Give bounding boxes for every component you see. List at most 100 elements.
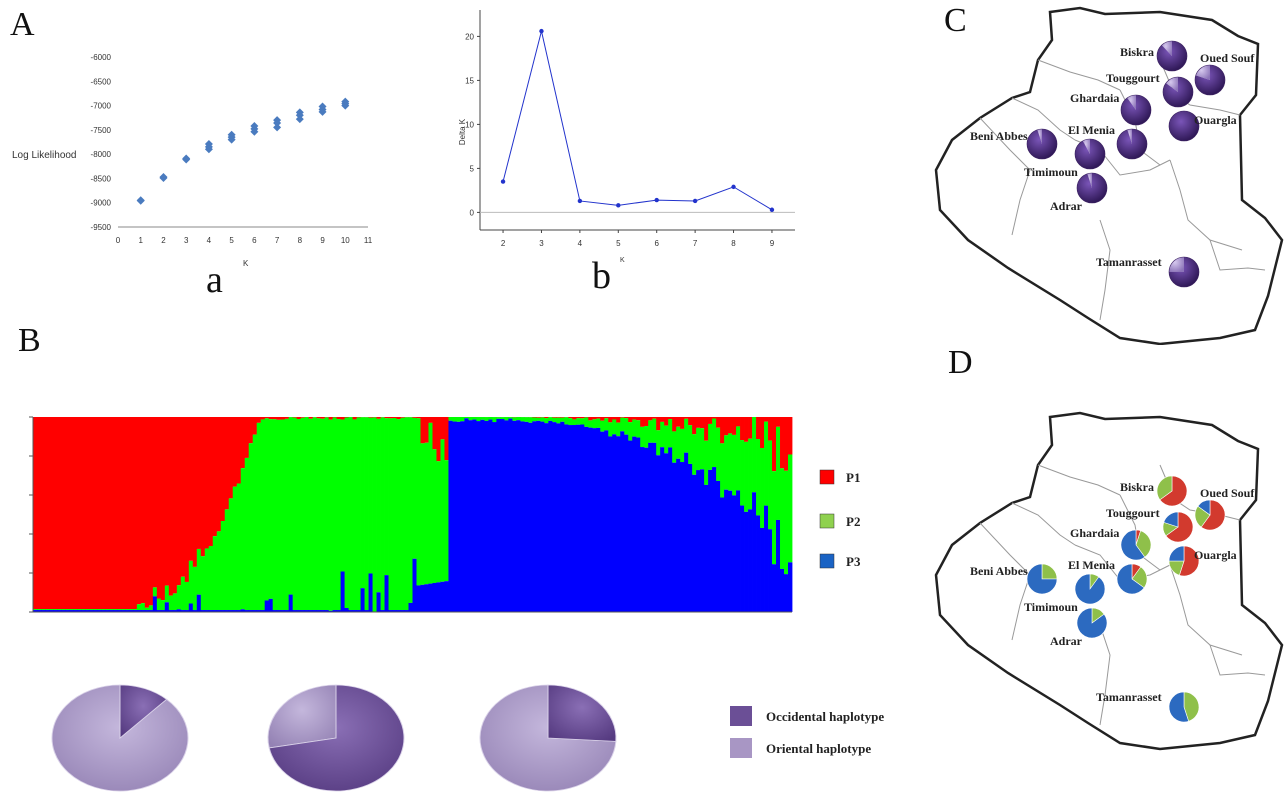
structure-bar-segment (580, 417, 585, 419)
legend-label-p2: P2 (846, 514, 860, 529)
structure-bar-segment (656, 417, 661, 431)
structure-bar-segment (672, 417, 677, 432)
deltak-x-tick-label: 9 (770, 239, 775, 248)
structure-bar-segment (376, 417, 381, 419)
deltak-point (577, 198, 583, 204)
structure-bar-segment (704, 440, 709, 485)
structure-bar-segment (708, 469, 713, 612)
map-c-label: Ghardaia (1070, 91, 1119, 105)
structure-bar-segment (412, 558, 417, 612)
oriental-slice (1169, 257, 1184, 272)
structure-bar-segment (88, 610, 94, 612)
structure-bar-segment (424, 584, 429, 612)
structure-bar-segment (312, 417, 318, 611)
structure-bar-segment (48, 610, 54, 612)
structure-bar-segment (336, 417, 341, 420)
structure-bar-segment (676, 426, 681, 459)
structure-bar-segment (408, 602, 413, 612)
loglik-x-tick-label: 11 (364, 236, 373, 245)
loglik-x-tick-label: 10 (341, 236, 350, 245)
structure-bar-segment (392, 610, 397, 612)
structure-bar-segment (76, 609, 82, 611)
structure-bar-segment (516, 417, 521, 421)
structure-bar-segment (524, 417, 529, 422)
structure-bar-segment (144, 417, 150, 608)
structure-bar-segment (288, 594, 294, 612)
structure-bar-segment (400, 417, 405, 418)
structure-bar-segment (300, 417, 306, 611)
structure-bar-segment (744, 417, 749, 442)
structure-bar-segment (172, 417, 178, 594)
oriental-slice (1087, 173, 1092, 188)
structure-bar-segment (272, 419, 278, 611)
structure-bar-segment (412, 417, 417, 559)
structure-bar-segment (640, 426, 645, 448)
structure-bar-segment (404, 417, 409, 611)
structure-bar-segment (120, 417, 126, 610)
structure-bar-segment (652, 442, 657, 612)
map-d-pie (1194, 499, 1226, 531)
structure-bar-segment (236, 417, 242, 484)
structure-bar-segment (336, 610, 341, 612)
structure-bar-segment (68, 609, 74, 611)
structure-bar-segment (628, 422, 633, 441)
structure-bar-segment (760, 447, 765, 528)
structure-bar-segment (228, 417, 234, 499)
structure-bar-segment (592, 428, 597, 612)
structure-bar-segment (252, 434, 258, 611)
pie-rim (1194, 64, 1226, 96)
oriental-slice (1161, 41, 1172, 56)
structure-bar-segment (460, 417, 465, 422)
loglik-point (341, 101, 350, 110)
map-d-pie (1156, 475, 1188, 507)
structure-bar-segment (364, 610, 369, 612)
structure-bar-segment (104, 609, 110, 611)
structure-bar-segment (664, 417, 669, 426)
structure-bar-segment (464, 417, 469, 419)
deltak-x-tick-label: 5 (616, 239, 621, 248)
legend-label-oriental: Oriental haplotype (766, 741, 871, 756)
structure-legend: P1 P2 P3 (819, 469, 861, 569)
structure-bar-segment (204, 610, 210, 612)
deltak-xlabel: K (620, 257, 625, 264)
structure-bar-segment (100, 609, 106, 611)
structure-bar-segment (728, 417, 733, 434)
structure-bar-segment (276, 417, 282, 420)
structure-bar-segment (176, 417, 182, 586)
structure-bar-segment (560, 417, 565, 418)
structure-bar-segment (576, 418, 581, 425)
structure-bar-segment (232, 417, 238, 487)
pie-rim (1168, 110, 1200, 142)
structure-bar-segment (740, 417, 745, 441)
structure-bar-segment (424, 417, 429, 443)
deltak-point (692, 198, 698, 204)
structure-bar-segment (92, 417, 98, 610)
structure-bar-segment (352, 419, 357, 611)
structure-bar-segment (33, 417, 38, 610)
structure-bar-segment (608, 417, 613, 423)
map-c-pie (1076, 172, 1108, 204)
structure-bar-segment (376, 592, 381, 612)
structure-bar-segment (92, 609, 98, 611)
structure-bar-segment (576, 417, 581, 419)
structure-bar-segment (280, 417, 286, 420)
structure-bar-segment (176, 585, 182, 610)
oriental-slice (1082, 139, 1090, 154)
structure-bar-segment (444, 460, 449, 582)
oriental-slice (1195, 65, 1210, 80)
structure-bar-segment (244, 457, 250, 611)
structure-bar-segment (672, 431, 677, 463)
structure-bar-segment (680, 428, 685, 463)
structure-bar-segment (536, 417, 541, 418)
structure-bar-segment (44, 417, 50, 610)
structure-bar-segment (768, 417, 773, 441)
structure-bar-segment (360, 417, 365, 589)
structure-bar-segment (60, 610, 66, 612)
legend-label-p3: P3 (846, 554, 861, 569)
loglik-y-tick-label: -9000 (91, 199, 112, 208)
structure-bar-segment (96, 417, 102, 610)
structure-bar-segment (736, 426, 741, 491)
structure-bar-segment (44, 610, 50, 612)
structure-bar-segment (328, 610, 334, 612)
structure-bar-segment (448, 417, 453, 421)
